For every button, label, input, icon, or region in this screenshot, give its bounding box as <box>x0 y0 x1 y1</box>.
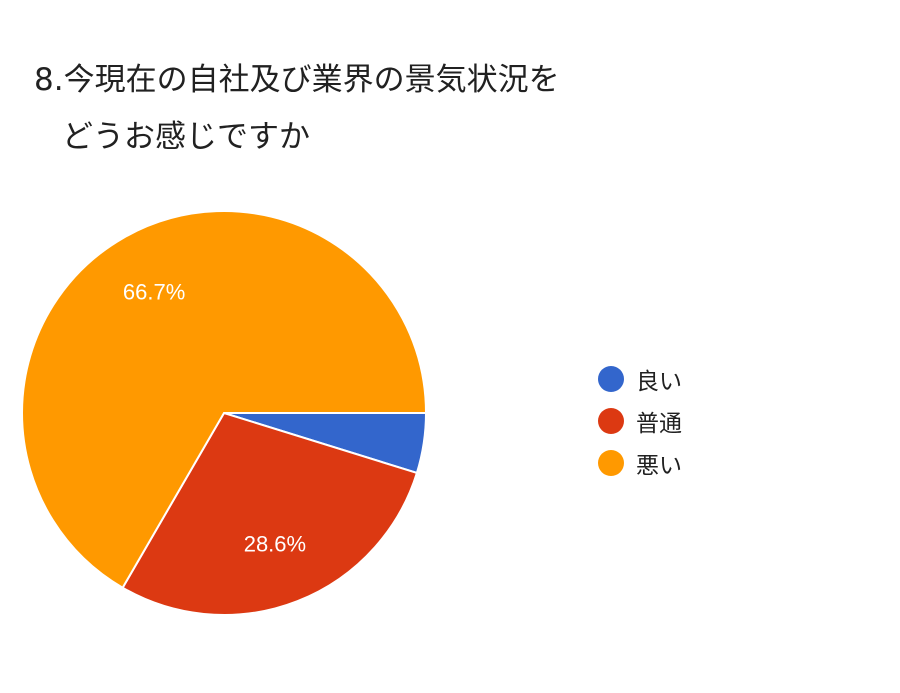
slice-label-bad: 66.7% <box>123 280 185 305</box>
chart-title-line-1: 8.今現在の自社及び業界の景気状況を <box>34 62 560 98</box>
legend-label-bad: 悪い <box>636 453 682 479</box>
pie-slices <box>21 210 428 617</box>
legend-label-normal: 普通 <box>636 411 682 437</box>
pie-slice-labels: 28.6% 66.7% <box>123 280 306 557</box>
pie-slice-normal[interactable] <box>121 411 419 617</box>
legend-item-normal[interactable]: 普通 <box>598 400 682 442</box>
pie-slice-bad[interactable] <box>21 210 428 590</box>
chart-title-line-2: どうお感じですか <box>62 119 310 155</box>
chart-legend: 良い 普通 悪い <box>598 358 682 484</box>
legend-label-good: 良い <box>636 369 682 395</box>
legend-item-good[interactable]: 良い <box>598 358 682 400</box>
slice-label-normal: 28.6% <box>244 531 306 556</box>
legend-marker-bad <box>598 450 624 476</box>
legend-marker-good <box>598 366 624 392</box>
legend-item-bad[interactable]: 悪い <box>598 442 682 484</box>
legend-marker-normal <box>598 408 624 434</box>
chart-title: 8.今現在の自社及び業界の景気状況を どうお感じですか <box>34 52 794 166</box>
